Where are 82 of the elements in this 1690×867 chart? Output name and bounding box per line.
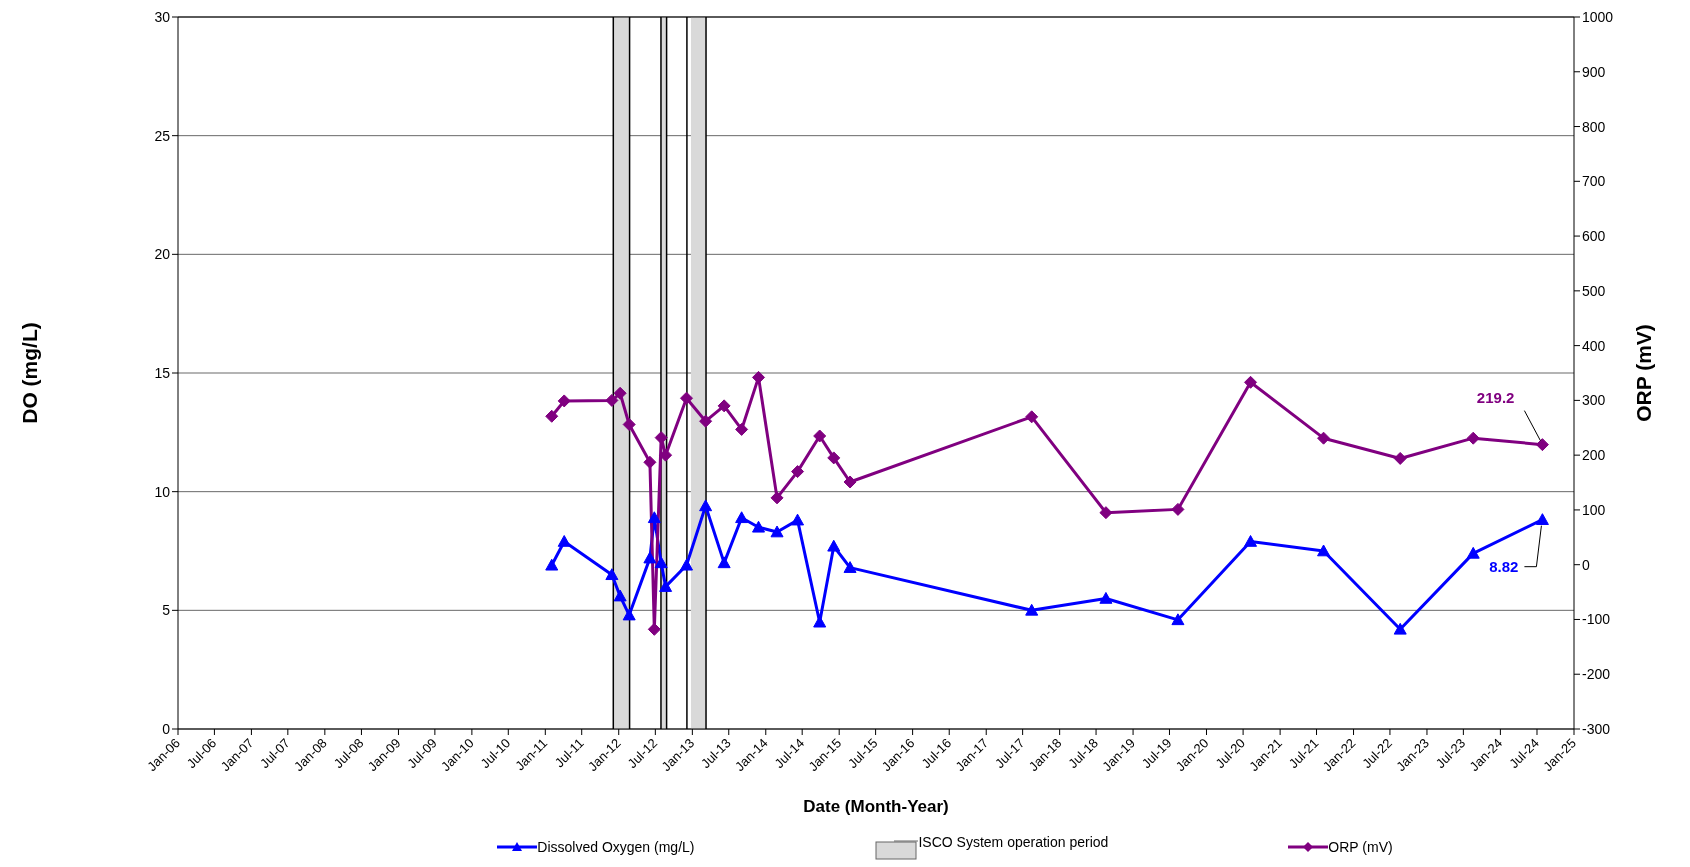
y2-tick-label: 500 (1582, 282, 1606, 299)
point (1535, 438, 1549, 452)
point (647, 511, 661, 524)
y2-tick-label: 100 (1582, 501, 1606, 518)
point (659, 448, 673, 462)
point (1393, 451, 1407, 465)
data-label: 8.82 (1489, 557, 1519, 575)
y2-tick-label: 0 (1582, 556, 1590, 573)
point (1099, 506, 1113, 520)
point (1466, 431, 1480, 445)
point (770, 491, 784, 505)
point (752, 370, 766, 384)
y-tick-label: 10 (154, 483, 171, 500)
point (659, 580, 673, 592)
point (752, 520, 766, 533)
point (613, 589, 627, 602)
point (1099, 591, 1113, 604)
point (699, 414, 713, 428)
legend-label: ISCO System operation period (918, 834, 1109, 850)
point (1244, 375, 1258, 389)
point (1317, 431, 1331, 445)
y2-tick-label: 400 (1582, 337, 1606, 354)
point (545, 409, 559, 423)
y-tick-label: 0 (162, 720, 171, 737)
legend-label: Dissolved Oxygen (mg/L) (537, 839, 695, 855)
point (1317, 544, 1331, 557)
x-axis-title: Date (Month-Year) (803, 797, 949, 816)
point (622, 417, 636, 431)
point (622, 608, 636, 621)
point (654, 556, 668, 569)
y2-tick-label: 300 (1582, 392, 1606, 409)
y-tick-label: 15 (154, 364, 171, 381)
point (643, 455, 657, 469)
point (1025, 410, 1039, 424)
point (647, 622, 661, 636)
point (557, 394, 571, 408)
point (717, 399, 731, 413)
y2-axis-title: ORP (mV) (1632, 324, 1656, 422)
y2-tick-label: -100 (1582, 611, 1611, 628)
point (735, 511, 749, 524)
y2-tick-label: 600 (1582, 228, 1606, 245)
y-tick-label: 25 (154, 127, 171, 144)
point (1244, 535, 1258, 547)
y2-tick-label: 700 (1582, 173, 1606, 190)
point (1171, 502, 1185, 516)
point (1025, 603, 1039, 616)
point (643, 551, 657, 564)
point (605, 393, 619, 407)
point (791, 513, 805, 526)
point (1171, 613, 1185, 626)
point (613, 386, 627, 400)
y-tick-label: 30 (154, 8, 171, 25)
legend-label: ORP (mV) (1328, 839, 1393, 855)
point (827, 539, 841, 552)
y2-tick-label: -300 (1582, 720, 1611, 737)
y-axis-title: DO (mg/L) (18, 322, 42, 424)
point (1535, 513, 1549, 525)
point (1393, 622, 1407, 635)
point (735, 422, 749, 436)
point (843, 475, 857, 489)
y2-tick-label: 900 (1582, 63, 1606, 80)
y2-tick-label: 1000 (1582, 8, 1614, 25)
point (699, 499, 713, 512)
y2-tick-label: 200 (1582, 447, 1606, 464)
data-label: 219.2 (1476, 388, 1515, 406)
point (545, 558, 559, 571)
y2-tick-label: -200 (1582, 666, 1611, 683)
point (813, 429, 827, 443)
y-tick-label: 5 (162, 602, 171, 619)
point (680, 391, 694, 405)
point (605, 568, 619, 581)
point (791, 465, 805, 479)
point (557, 535, 571, 547)
y2-tick-label: 800 (1582, 118, 1606, 135)
point (827, 451, 841, 465)
point (717, 556, 731, 569)
point (1466, 546, 1480, 559)
point (843, 561, 857, 573)
y-tick-label: 20 (154, 246, 171, 263)
point (654, 431, 668, 445)
point (770, 525, 784, 538)
point (680, 558, 694, 571)
